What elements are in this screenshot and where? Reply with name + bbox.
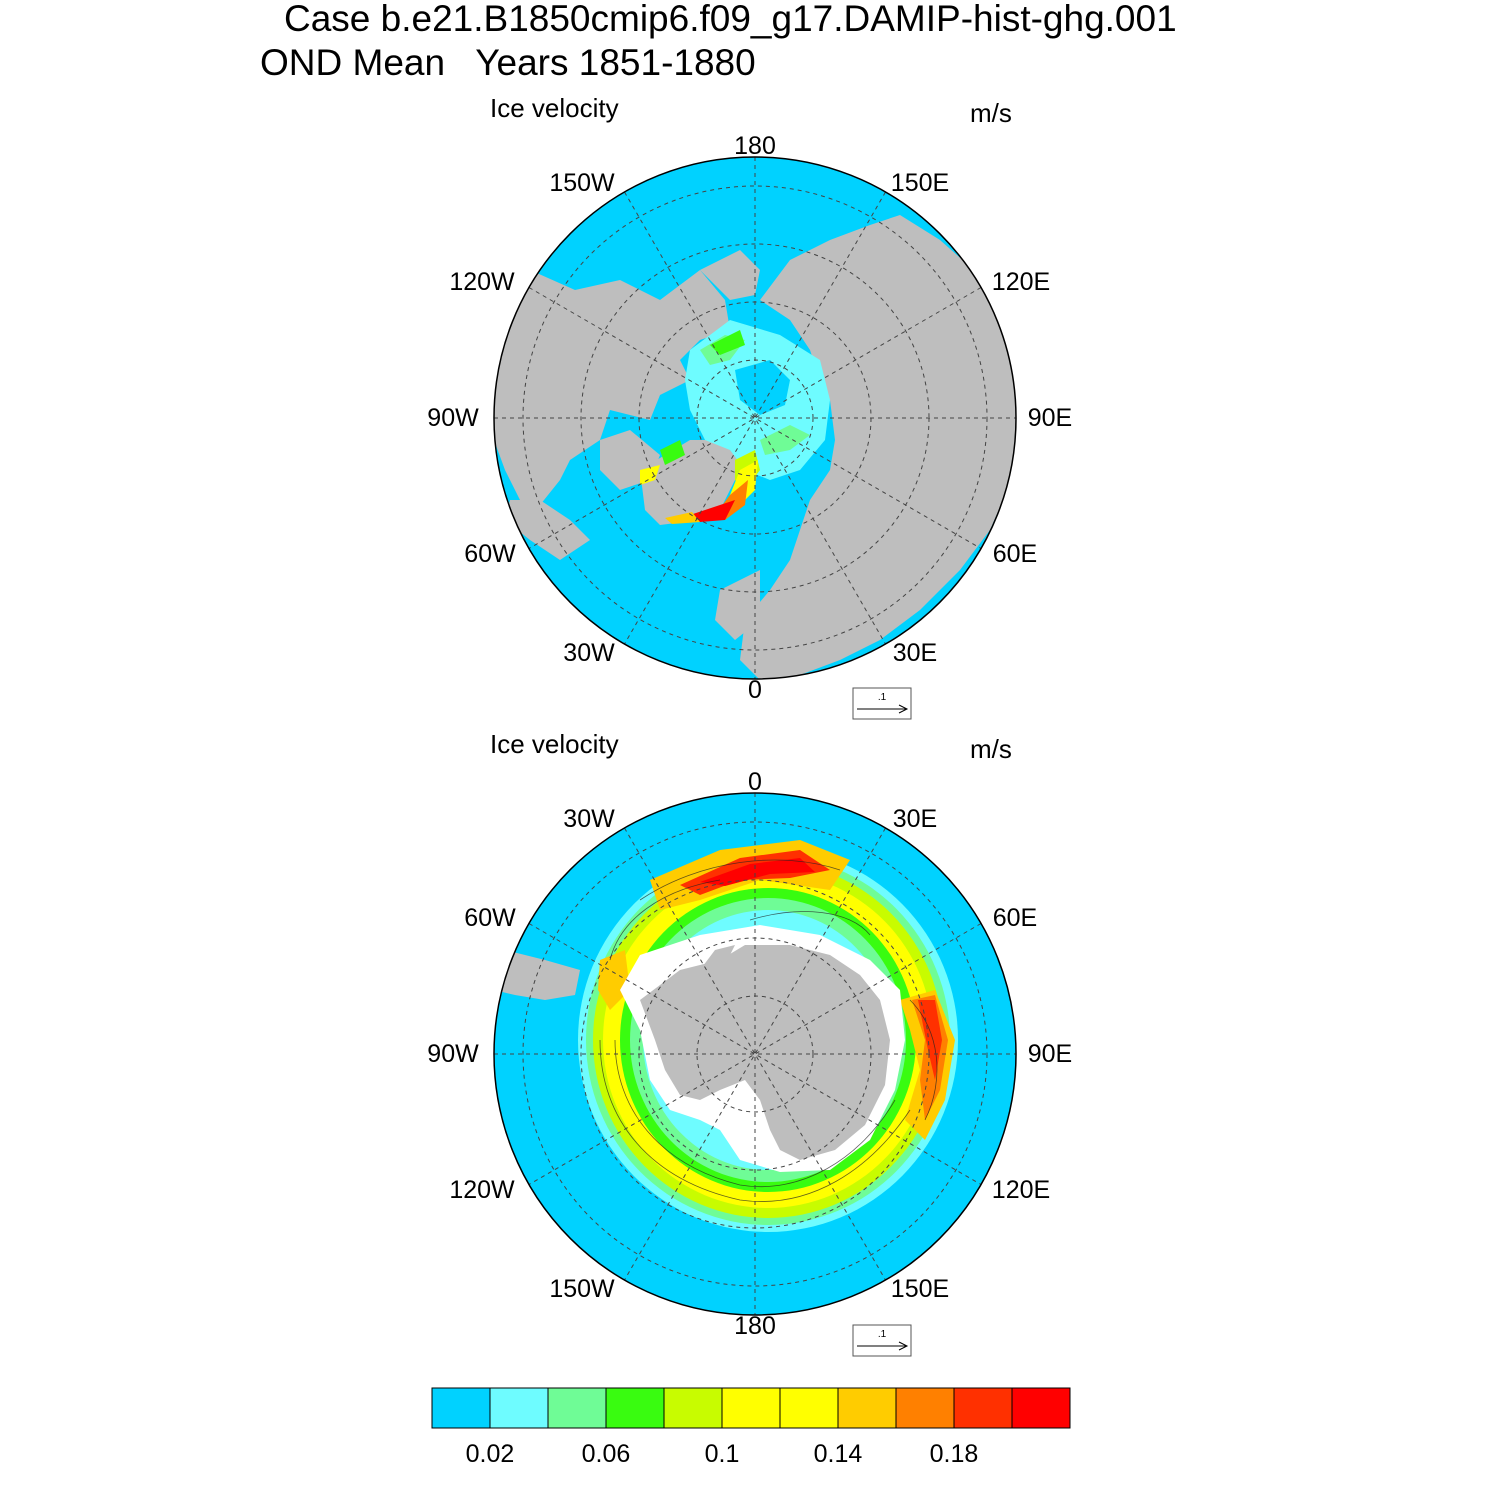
south-lon-label: 60E — [993, 904, 1037, 932]
colorbar-tick-label: 0.1 — [705, 1440, 740, 1468]
antarctica-land — [640, 945, 890, 1160]
colorbar-swatch — [431, 1387, 491, 1429]
colorbar-swatch — [895, 1387, 955, 1429]
north-lon-label: 150E — [891, 169, 949, 197]
colorbar-swatch — [605, 1387, 665, 1429]
colorbar-swatch — [547, 1387, 607, 1429]
south-lon-label: 120E — [992, 1176, 1050, 1204]
colorbar-tick-label: 0.14 — [814, 1440, 863, 1468]
north-map-border — [493, 156, 1017, 680]
arrow-icon — [898, 704, 909, 714]
south-streamlines — [599, 859, 938, 1202]
north-reference-vector: .1 — [852, 687, 912, 720]
north-lon-label: 120W — [449, 268, 515, 296]
north-lon-label: 120E — [992, 268, 1050, 296]
north-lon-label: 90E — [1028, 404, 1072, 432]
north-longitude-labels: 180 150E 120E 90E 60E 30E 0 30W 60W 90W … — [427, 132, 1072, 704]
south-lon-label: 180 — [734, 1312, 776, 1340]
arrow-icon — [898, 1341, 909, 1351]
south-field-label: Ice velocity — [490, 729, 619, 759]
south-lon-label: 120W — [449, 1176, 515, 1204]
south-lon-label: 0 — [748, 768, 762, 796]
south-lon-label: 30W — [563, 805, 615, 833]
north-field-label: Ice velocity — [490, 93, 619, 123]
north-lon-label: 30W — [563, 639, 615, 667]
colorbar-swatch — [837, 1387, 897, 1429]
north-graticule — [494, 157, 1016, 679]
north-lon-label: 90W — [427, 404, 479, 432]
colorbar-swatch — [721, 1387, 781, 1429]
south-lon-label: 30E — [893, 805, 937, 833]
colorbar-tick-label: 0.18 — [930, 1440, 979, 1468]
south-graticule — [494, 793, 1016, 1315]
title-line-2: OND Mean Years 1851-1880 — [260, 42, 756, 83]
south-reference-vector-label: .1 — [878, 1329, 887, 1340]
colorbar-swatch — [663, 1387, 723, 1429]
south-map-border — [493, 792, 1017, 1316]
colorbar-swatch — [779, 1387, 839, 1429]
south-longitude-labels: 0 30E 60E 90E 120E 150E 180 150W 120W 90… — [427, 768, 1072, 1340]
south-lon-label: 60W — [464, 904, 516, 932]
north-lon-label: 150W — [549, 169, 615, 197]
south-units-label: m/s — [970, 734, 1012, 764]
south-reference-vector: .1 — [852, 1324, 912, 1357]
colorbar: 0.02 0.06 0.1 0.14 0.18 — [431, 1387, 1071, 1468]
north-lon-label: 60W — [464, 540, 516, 568]
north-lon-label: 0 — [748, 676, 762, 704]
north-lon-label: 30E — [893, 639, 937, 667]
north-units-label: m/s — [970, 98, 1012, 128]
south-polar-map: Ice velocity m/s — [427, 729, 1072, 1357]
title-line-1: Case b.e21.B1850cmip6.f09_g17.DAMIP-hist… — [284, 0, 1177, 39]
colorbar-swatch — [1011, 1387, 1071, 1429]
south-lon-label: 90W — [427, 1040, 479, 1068]
north-lon-label: 60E — [993, 540, 1037, 568]
colorbar-tick-label: 0.02 — [466, 1440, 515, 1468]
south-lon-label: 150W — [549, 1275, 615, 1303]
north-lon-label: 180 — [734, 132, 776, 160]
north-land — [494, 215, 1016, 679]
antarctic-peninsula — [700, 945, 735, 985]
south-lon-label: 150E — [891, 1275, 949, 1303]
south-lon-label: 90E — [1028, 1040, 1072, 1068]
north-polar-map: Ice velocity m/s — [427, 93, 1072, 720]
colorbar-tick-label: 0.06 — [582, 1440, 631, 1468]
colorbar-swatch — [953, 1387, 1013, 1429]
colorbar-swatch — [489, 1387, 549, 1429]
north-reference-vector-label: .1 — [878, 692, 887, 703]
